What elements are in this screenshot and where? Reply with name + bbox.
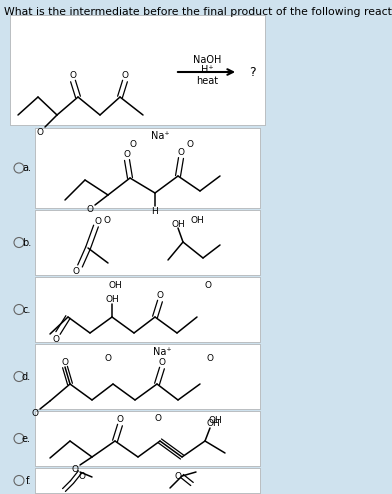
Text: O: O xyxy=(122,71,129,80)
Text: O: O xyxy=(123,150,131,159)
Text: Na⁺: Na⁺ xyxy=(153,347,171,357)
FancyBboxPatch shape xyxy=(35,344,260,409)
Text: O: O xyxy=(205,281,212,289)
Text: O: O xyxy=(156,290,163,299)
Text: O: O xyxy=(94,216,102,225)
Text: OH: OH xyxy=(206,418,220,427)
Text: OH: OH xyxy=(171,219,185,229)
Text: O: O xyxy=(129,139,136,149)
Text: O: O xyxy=(36,127,44,136)
Text: O: O xyxy=(207,354,214,363)
Text: What is the intermediate before the final product of the following reactions?: What is the intermediate before the fina… xyxy=(4,7,392,17)
Text: OH: OH xyxy=(190,215,204,224)
Text: b.: b. xyxy=(22,238,31,247)
Text: O: O xyxy=(154,413,162,422)
FancyBboxPatch shape xyxy=(35,277,260,342)
Text: ?: ? xyxy=(249,66,255,79)
Text: O: O xyxy=(53,334,60,343)
Text: O: O xyxy=(73,266,80,276)
Text: O: O xyxy=(174,471,181,481)
Text: H: H xyxy=(152,206,158,215)
FancyBboxPatch shape xyxy=(10,15,265,125)
Text: a.: a. xyxy=(22,163,31,173)
Text: e.: e. xyxy=(22,434,31,444)
Text: OH: OH xyxy=(105,294,119,303)
Text: O: O xyxy=(105,354,111,363)
FancyBboxPatch shape xyxy=(35,468,260,493)
Text: O: O xyxy=(78,471,85,481)
Text: O: O xyxy=(31,409,38,417)
Text: f.: f. xyxy=(25,476,31,486)
FancyBboxPatch shape xyxy=(35,210,260,275)
FancyBboxPatch shape xyxy=(35,411,260,466)
Text: Na⁺: Na⁺ xyxy=(151,131,169,141)
Text: O: O xyxy=(103,215,111,224)
Text: O: O xyxy=(62,358,69,367)
Text: heat: heat xyxy=(196,76,218,86)
Text: O: O xyxy=(158,358,165,367)
Text: NaOH: NaOH xyxy=(193,55,221,65)
Text: O: O xyxy=(69,71,76,80)
Text: OH: OH xyxy=(208,415,222,424)
Text: d.: d. xyxy=(22,371,31,381)
Text: H⁺: H⁺ xyxy=(201,65,213,75)
Text: O: O xyxy=(178,148,185,157)
Text: O: O xyxy=(187,139,194,149)
Text: OH: OH xyxy=(108,281,122,289)
Text: O: O xyxy=(87,205,94,213)
Text: O: O xyxy=(71,464,78,474)
Text: c.: c. xyxy=(23,304,31,315)
Text: O: O xyxy=(116,414,123,423)
FancyBboxPatch shape xyxy=(35,128,260,208)
